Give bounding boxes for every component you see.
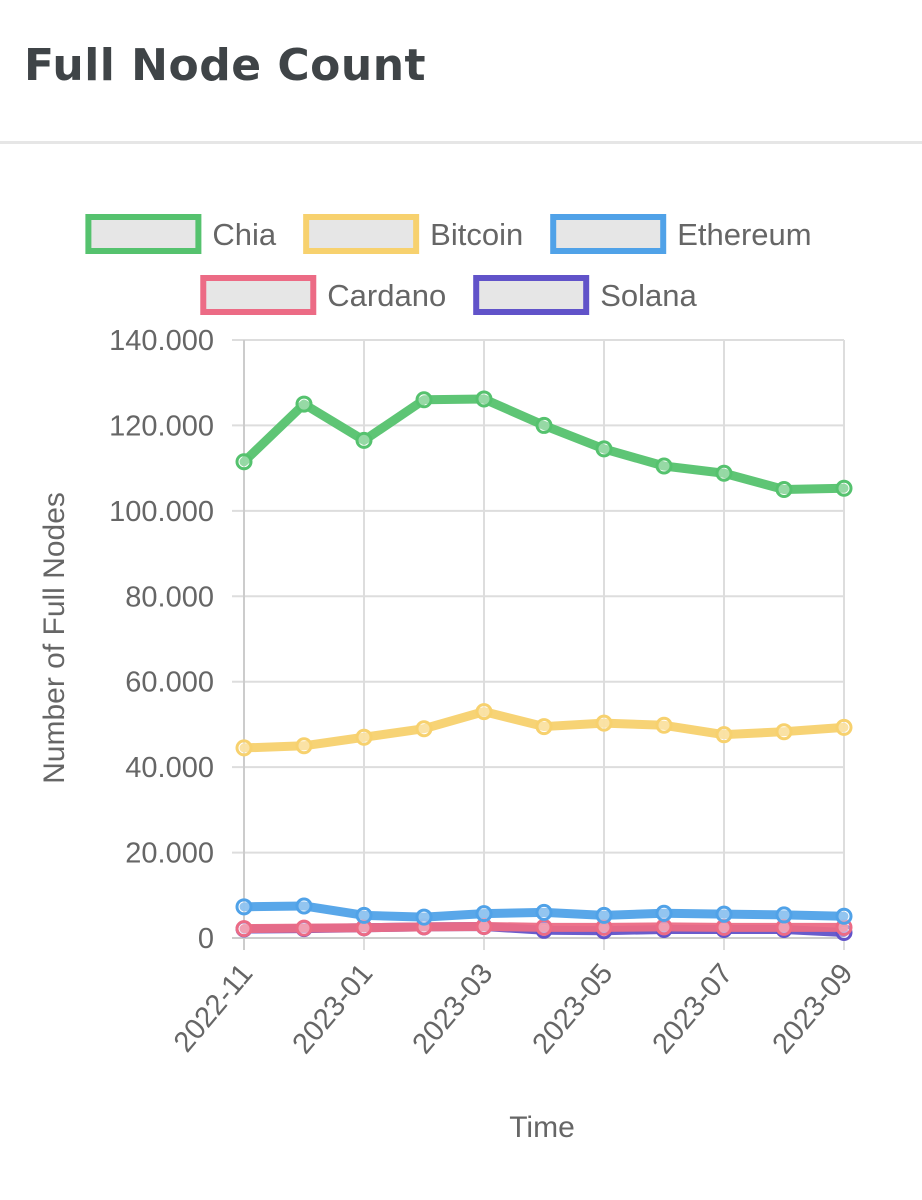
y-tick-label: 40.000 — [125, 752, 214, 784]
bitcoin-data-point — [835, 718, 853, 736]
cardano-data-point — [775, 918, 793, 936]
y-tick-label: 140.000 — [109, 325, 214, 357]
legend-swatch-ethereum — [550, 214, 667, 254]
legend-label-ethereum: Ethereum — [677, 217, 811, 252]
legend-label-chia: Chia — [212, 217, 277, 252]
card-header: Full Node Count — [0, 0, 922, 144]
bitcoin-data-point — [535, 718, 553, 736]
bitcoin-data-point — [775, 723, 793, 741]
chia-data-point — [235, 453, 253, 471]
bitcoin-data-point — [595, 714, 613, 732]
cardano-data-point — [655, 918, 673, 936]
bitcoin-data-point — [235, 739, 253, 757]
chia-data-point — [535, 416, 553, 434]
chia-data-point — [775, 481, 793, 498]
ethereum-data-point — [775, 906, 793, 924]
y-tick-label: 80.000 — [125, 581, 214, 613]
bitcoin-data-point — [295, 737, 313, 755]
legend-label-bitcoin: Bitcoin — [430, 217, 523, 252]
x-tick-label: 2022-11 — [168, 958, 260, 1058]
legend-label-solana: Solana — [600, 278, 697, 313]
ethereum-data-point — [715, 905, 733, 923]
y-tick-label: 120.000 — [109, 410, 214, 442]
cardano-data-point — [295, 919, 313, 937]
y-tick-label: 60.000 — [125, 667, 214, 699]
bitcoin-data-point — [355, 728, 373, 746]
chia-data-point — [475, 390, 493, 408]
legend-swatch-bitcoin — [303, 214, 420, 254]
x-tick-label: 2023-03 — [406, 958, 499, 1060]
y-tick-label: 20.000 — [125, 838, 214, 870]
x-tick-label: 2023-09 — [766, 958, 859, 1060]
cardano-series-line — [239, 921, 849, 934]
y-axis-title: Number of Full Nodes — [38, 492, 71, 784]
y-tick-label: 100.000 — [109, 496, 214, 528]
ethereum-data-point — [355, 906, 373, 924]
x-axis-title: Time — [509, 1111, 575, 1144]
legend-label-cardano: Cardano — [327, 278, 446, 313]
bitcoin-series-line — [239, 707, 849, 753]
chart-series — [235, 390, 853, 941]
chia-data-point — [295, 395, 313, 413]
legend-swatch-solana — [473, 275, 590, 315]
cardano-data-point — [235, 920, 253, 938]
chia-data-point — [595, 440, 613, 458]
bitcoin-data-point — [715, 726, 733, 744]
legend-swatch-cardano — [200, 275, 317, 315]
x-tick-label: 2023-07 — [646, 958, 739, 1060]
bitcoin-data-point — [475, 703, 493, 721]
ethereum-data-point — [655, 904, 673, 922]
legend-swatch-chia — [85, 214, 202, 254]
cardano-data-point — [355, 919, 373, 937]
ethereum-data-point — [835, 907, 853, 925]
chia-data-point — [655, 457, 673, 475]
cardano-data-point — [535, 918, 553, 936]
chia-data-point — [715, 464, 733, 482]
card-title: Full Node Count — [24, 40, 427, 91]
full-node-count-chart: 0 20.000 40.000 60.000 80.000 100.000 120.000 1… — [38, 214, 859, 1144]
chia-data-point — [415, 391, 433, 409]
chart-grid — [232, 339, 845, 950]
chia-series-line — [239, 394, 849, 494]
cardano-data-point — [595, 918, 613, 936]
ethereum-data-point — [295, 897, 313, 915]
bitcoin-data-point — [655, 716, 673, 734]
ethereum-data-point — [235, 898, 253, 916]
ethereum-data-point — [535, 903, 553, 921]
chart-legend: Chia Bitcoin Ethereum Cardano Solana — [85, 214, 812, 315]
chia-data-point — [835, 479, 853, 497]
chia-data-point — [355, 431, 373, 449]
ethereum-data-point — [415, 908, 433, 926]
bitcoin-data-point — [415, 720, 433, 738]
y-tick-label: 0 — [198, 923, 214, 955]
ethereum-data-point — [475, 905, 493, 923]
ethereum-data-point — [595, 906, 613, 924]
x-tick-label: 2023-05 — [526, 958, 619, 1060]
ethereum-series-line — [239, 901, 849, 922]
x-tick-label: 2023-01 — [286, 958, 379, 1060]
